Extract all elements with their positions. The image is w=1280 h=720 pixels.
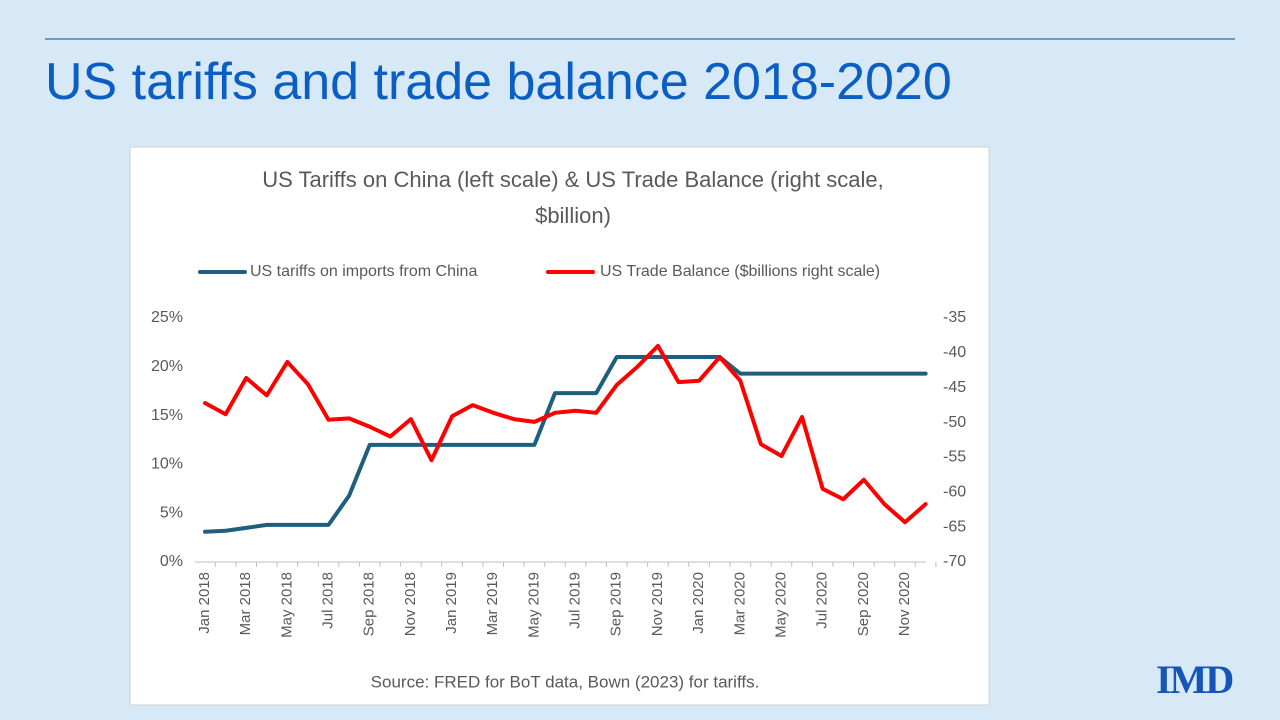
x-tick-label: Sep 2018 xyxy=(361,572,378,636)
legend-label: US Trade Balance ($billions right scale) xyxy=(600,263,880,280)
y2-tick-label: -65 xyxy=(943,518,966,535)
y-tick-label: 10% xyxy=(151,456,183,473)
slide-title: US tariffs and trade balance 2018-2020 xyxy=(45,53,952,111)
x-tick-label: Sep 2020 xyxy=(855,572,872,636)
y2-tick-label: -35 xyxy=(943,309,966,326)
y-tick-label: 5% xyxy=(160,504,183,521)
x-tick-label: Sep 2019 xyxy=(608,572,625,636)
y-tick-label: 0% xyxy=(160,553,183,570)
x-tick-label: May 2019 xyxy=(525,572,542,638)
y-tick-label: 25% xyxy=(151,309,183,326)
y-tick-label: 20% xyxy=(151,358,183,375)
series-line xyxy=(203,355,928,534)
x-tick-label: Jan 2020 xyxy=(690,572,707,634)
x-tick-label: Jul 2019 xyxy=(567,572,584,629)
y2-tick-label: -60 xyxy=(943,484,966,501)
x-tick-label: Jul 2020 xyxy=(814,572,831,629)
logo: IMD xyxy=(1156,657,1234,702)
chart-panel xyxy=(129,146,990,706)
x-tick-label: May 2020 xyxy=(772,572,789,638)
y-tick-label: 15% xyxy=(151,407,183,424)
x-tick-label: Jan 2018 xyxy=(196,572,213,634)
x-tick-label: Nov 2018 xyxy=(402,572,419,636)
x-tick-label: Nov 2019 xyxy=(649,572,666,636)
y2-tick-label: -40 xyxy=(943,344,966,361)
x-tick-label: Nov 2020 xyxy=(896,572,913,636)
legend-label: US tariffs on imports from China xyxy=(250,263,477,280)
series-line xyxy=(203,343,928,525)
x-tick-label: Mar 2019 xyxy=(484,572,501,635)
y2-tick-label: -45 xyxy=(943,379,966,396)
y2-tick-label: -70 xyxy=(943,553,966,570)
x-tick-label: Mar 2018 xyxy=(237,572,254,635)
x-tick-label: May 2018 xyxy=(278,572,295,638)
x-tick-label: Jan 2019 xyxy=(443,572,460,634)
chart-title: US Tariffs on China (left scale) & US Tr… xyxy=(262,167,884,228)
x-tick-label: Jul 2018 xyxy=(319,572,336,629)
source-note: Source: FRED for BoT data, Bown (2023) f… xyxy=(371,672,760,691)
x-tick-label: Mar 2020 xyxy=(731,572,748,635)
y2-tick-label: -55 xyxy=(943,449,966,466)
y2-tick-label: -50 xyxy=(943,414,966,431)
